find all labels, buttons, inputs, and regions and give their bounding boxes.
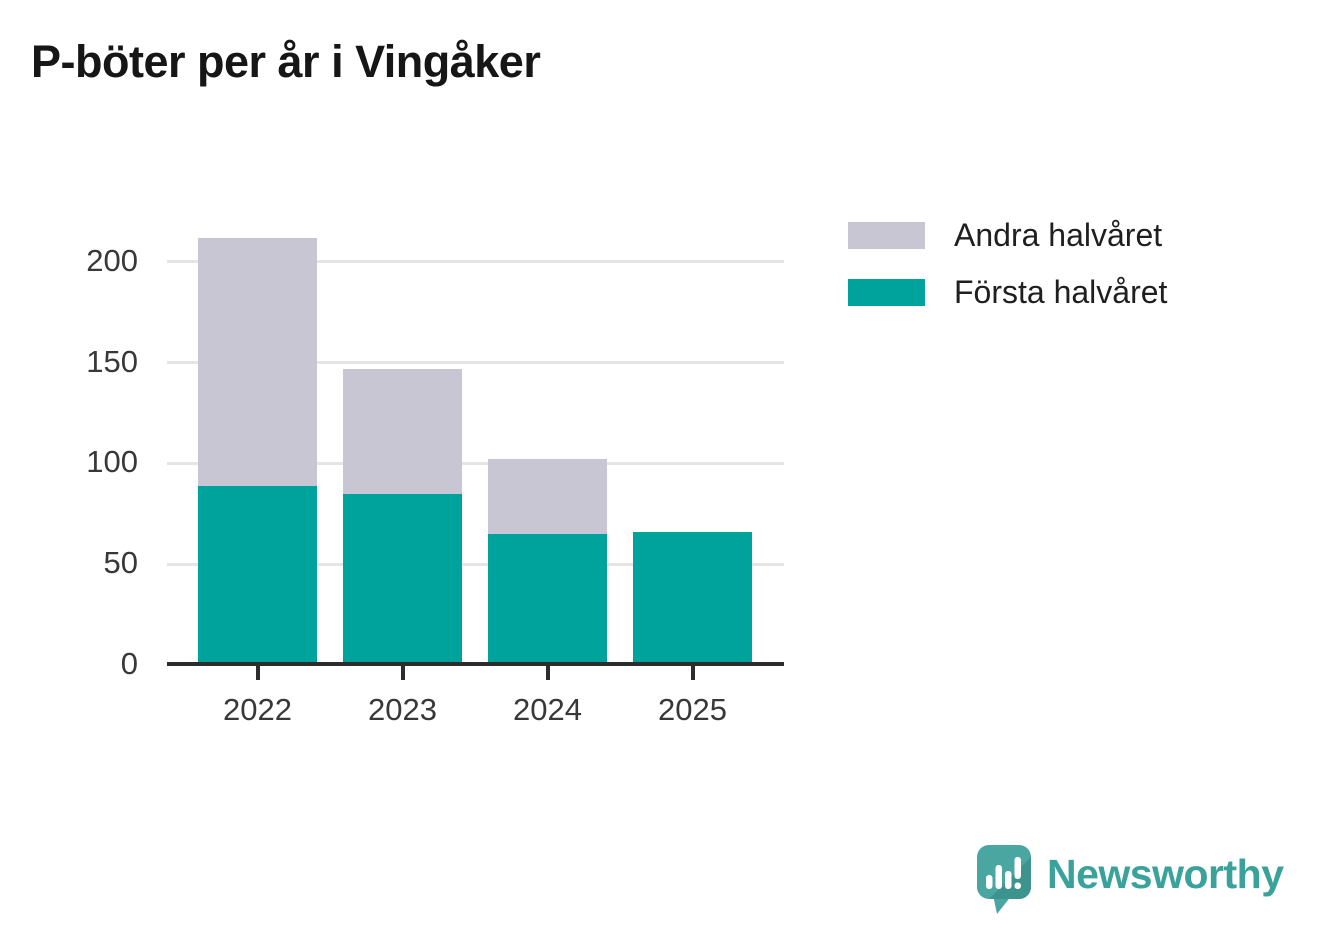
- x-tick-2023: [400, 666, 405, 680]
- y-tick-label-200: 200: [86, 243, 138, 278]
- legend-item-andra-halv-ret: Andra halvåret: [848, 216, 1167, 253]
- gridline-200: [167, 260, 784, 263]
- y-tick-label-150: 150: [86, 344, 138, 379]
- y-tick-label-0: 0: [120, 646, 138, 681]
- y-tick-label-100: 100: [86, 444, 138, 479]
- bar-2022-f-rsta-halv-ret: [198, 486, 317, 663]
- x-tick-label-2025: 2025: [658, 692, 727, 727]
- legend-item-f-rsta-halv-ret: Första halvåret: [848, 273, 1168, 310]
- newsworthy-wordmark: Newsworthy: [1047, 851, 1284, 897]
- legend-swatch-f-rsta-halv-ret: [848, 278, 925, 306]
- x-tick-2022: [255, 666, 260, 680]
- bar-2025-f-rsta-halv-ret: [633, 532, 752, 663]
- x-tick-label-2022: 2022: [223, 692, 292, 727]
- gridline-100: [167, 462, 784, 465]
- bar-2022-andra-halv-ret: [198, 238, 317, 486]
- gridline-150: [167, 361, 784, 364]
- chart-title: P-böter per år i Vingåker: [31, 36, 541, 87]
- x-axis-line: [167, 662, 784, 666]
- gridline-50: [167, 563, 784, 566]
- y-tick-label-50: 50: [103, 545, 138, 580]
- x-tick-label-2023: 2023: [368, 692, 437, 727]
- legend-label-f-rsta-halv-ret: Första halvåret: [954, 273, 1168, 310]
- x-tick-2024: [545, 666, 550, 680]
- x-tick-2025: [690, 666, 695, 680]
- legend-label-andra-halv-ret: Andra halvåret: [954, 216, 1163, 253]
- legend-swatch-andra-halv-ret: [848, 221, 925, 249]
- newsworthy-pin-icon: [977, 845, 1031, 914]
- bar-2024-andra-halv-ret: [488, 459, 607, 534]
- bar-2023-f-rsta-halv-ret: [343, 494, 462, 663]
- legend: Andra halvåret Första halvåret: [848, 216, 1168, 332]
- bar-2024-f-rsta-halv-ret: [488, 534, 607, 663]
- bar-2023-andra-halv-ret: [343, 369, 462, 494]
- newsworthy-logo: Newsworthy: [977, 845, 1284, 915]
- x-tick-label-2024: 2024: [513, 692, 582, 727]
